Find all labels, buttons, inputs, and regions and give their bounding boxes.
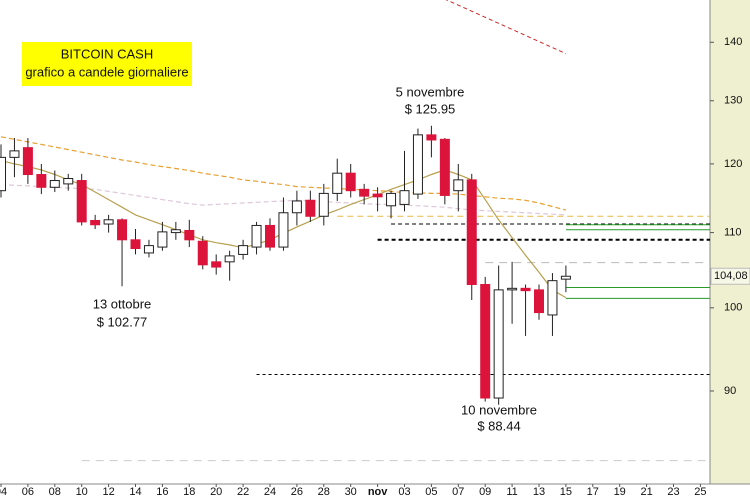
x-tick-label: 06 (22, 486, 34, 498)
candle-body (412, 134, 423, 195)
candle-body (224, 255, 235, 263)
candle-body (305, 199, 316, 217)
candle-body (345, 172, 356, 192)
x-tick-label: 21 (640, 486, 652, 498)
candle-body (547, 280, 558, 316)
candle-body (130, 239, 141, 250)
y-tick-label: 140 (724, 36, 742, 48)
annotation: $ 88.44 (477, 418, 520, 433)
candle-body (90, 219, 101, 226)
candle-body (520, 287, 531, 292)
candle-body (493, 289, 504, 399)
candle-body (103, 219, 114, 225)
candle-body (49, 180, 60, 188)
axes: 90 100 110 120 130 140 04 06 08 10 12 14 16 18 20 22 24 2… (0, 36, 750, 498)
x-tick-label: 18 (183, 486, 195, 498)
y-tick-label: 90 (724, 385, 736, 397)
candle-body (534, 289, 544, 314)
candle-body (76, 180, 87, 223)
x-tick-label: 25 (694, 486, 706, 498)
candle-body (507, 287, 518, 291)
x-tick-label: 16 (156, 486, 168, 498)
y-tick-label: 100 (724, 302, 742, 314)
annotation: 10 novembre (461, 402, 537, 417)
chart-title: BITCOIN CASH (61, 46, 153, 61)
title-box (22, 42, 192, 86)
last-price-label: 104,08 (714, 270, 748, 282)
candle-body (36, 174, 47, 188)
candle-body (63, 178, 74, 185)
x-tick-label: 22 (237, 486, 249, 498)
annotation: $ 125.95 (405, 101, 456, 116)
candle-body (251, 224, 262, 248)
x-tick-label: 15 (560, 486, 572, 498)
candle-body (399, 190, 410, 205)
x-tick-label: nov (368, 486, 388, 498)
candle-body (143, 245, 154, 254)
plot-layer (0, 0, 710, 462)
x-tick-label: 28 (318, 486, 330, 498)
x-tick-label: 24 (264, 486, 276, 498)
x-tick-label: 13 (533, 486, 545, 498)
candle-body (332, 172, 343, 194)
annotation: 13 ottobre (93, 296, 152, 311)
candle-body (386, 192, 397, 207)
candle-body (439, 138, 450, 196)
x-tick-label: 03 (398, 486, 410, 498)
chart-subtitle: grafico a candele giornaliere (25, 64, 188, 79)
candle-body (359, 188, 370, 197)
candle-body (117, 219, 128, 241)
x-tick-label: 12 (102, 486, 114, 498)
candle-body (560, 275, 571, 280)
candle-body (9, 150, 20, 158)
candle-body (22, 147, 33, 176)
x-tick-label: 10 (76, 486, 88, 498)
y-tick-label: 130 (724, 95, 742, 107)
candle-body (211, 261, 222, 268)
x-tick-label: 14 (129, 486, 141, 498)
annotation: 5 novembre (396, 84, 465, 99)
x-tick-label: 23 (667, 486, 679, 498)
candle-body (372, 193, 383, 198)
candle-body (238, 245, 249, 255)
x-tick-label: 20 (210, 486, 222, 498)
x-tick-label: 07 (452, 486, 464, 498)
candle-body (426, 134, 437, 141)
candle-body (184, 229, 195, 241)
x-tick-label: 11 (506, 486, 517, 498)
trendline (445, 0, 567, 55)
x-tick-label: 19 (614, 486, 626, 498)
candle-body (157, 231, 168, 248)
price-axis-panel (710, 0, 750, 484)
candle-body (318, 192, 329, 217)
candle-body (278, 212, 289, 248)
last-price-box (710, 267, 750, 285)
x-tick-label: 09 (479, 486, 491, 498)
candle-body (265, 224, 275, 248)
x-tick-label: 08 (49, 486, 61, 498)
candle-body (170, 229, 181, 234)
candle-body (197, 240, 208, 266)
x-tick-label: 04 (0, 486, 7, 498)
x-tick-label: 17 (587, 486, 599, 498)
candle-body (480, 283, 491, 399)
candle-body (466, 179, 477, 285)
annotation: $ 102.77 (97, 314, 148, 329)
x-tick-label: 30 (345, 486, 357, 498)
y-tick-label: 120 (724, 158, 742, 170)
x-tick-label: 05 (425, 486, 437, 498)
candle-body (453, 179, 464, 192)
x-tick-label: 26 (291, 486, 303, 498)
candle-body (291, 200, 302, 214)
y-tick-label: 110 (724, 227, 742, 239)
candle-body (0, 156, 6, 192)
